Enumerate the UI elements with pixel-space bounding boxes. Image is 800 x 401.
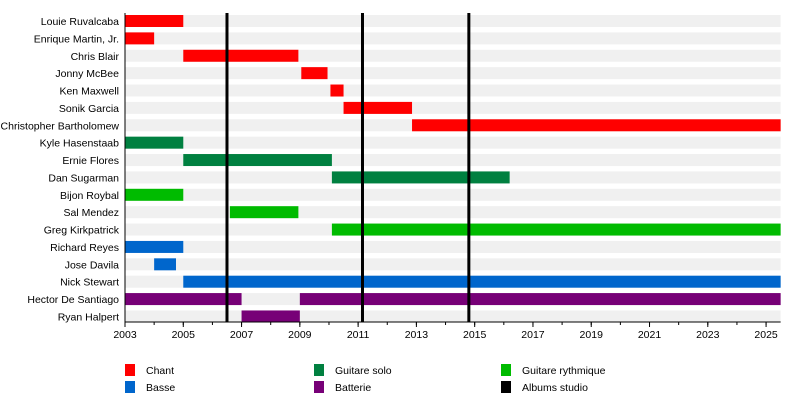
member-label: Kyle Hasenstaab (40, 138, 120, 150)
member-bar-chant (125, 15, 184, 27)
member-bar-guitare_rythmique (331, 223, 781, 236)
member-label: Nick Stewart (60, 277, 119, 289)
x-tick-label: 2013 (405, 329, 429, 341)
member-label: Louie Ruvalcaba (41, 16, 119, 28)
x-tick-label: 2003 (113, 329, 137, 341)
member-label: Jonny McBee (55, 68, 119, 80)
member-bar-guitare_solo (183, 154, 332, 167)
member-labels: Louie Ruvalcaba Enrique Martin, Jr. Chris … (1, 16, 120, 323)
member-label: Richard Reyes (50, 242, 119, 254)
member-label: Bijon Roybal (60, 190, 119, 202)
legend: Chant Guitare solo Guitare rythmique Basse B… (125, 364, 606, 394)
member-label: Dan Sugarman (48, 172, 119, 184)
legend-label: Basse (146, 382, 175, 394)
member-bar-batterie (241, 310, 300, 323)
legend-swatch-basse (125, 381, 135, 393)
member-bar-guitare_rythmique (229, 206, 299, 219)
member-bar-batterie (299, 293, 781, 306)
x-tick-label: 2015 (463, 329, 487, 341)
x-tick-label: 2021 (638, 329, 662, 341)
legend-label: Guitare rythmique (522, 365, 606, 377)
x-tick-label: 2011 (347, 329, 370, 341)
member-bar-chant (183, 49, 299, 62)
member-bar-chant (330, 84, 344, 97)
row-background (125, 258, 781, 271)
x-axis: 2003 2005 2007 2009 2011 2013 2015 2017 2019 2021… (113, 13, 781, 341)
x-tick-label: 2007 (230, 329, 254, 341)
member-label: Ken Maxwell (59, 86, 119, 98)
row-background (125, 84, 781, 97)
row-background (125, 32, 781, 45)
album-lines (225, 13, 471, 322)
member-bar-guitare_solo (331, 171, 510, 184)
member-label: Chris Blair (71, 51, 120, 63)
member-label: Jose Davila (65, 259, 119, 271)
member-bar-chant (412, 119, 781, 132)
member-bar-chant (343, 101, 413, 114)
legend-label: Albums studio (522, 382, 588, 394)
x-tick-label: 2025 (754, 329, 778, 341)
legend-swatch-albums (501, 381, 511, 393)
member-bar-batterie (125, 293, 242, 306)
row-background (125, 188, 781, 201)
member-bar-basse (154, 258, 176, 271)
member-bar-chant (301, 67, 328, 80)
member-label: Enrique Martin, Jr. (34, 33, 119, 45)
row-background (125, 101, 781, 114)
member-label: Ryan Halpert (58, 311, 119, 323)
member-bars (125, 15, 781, 323)
legend-swatch-guitare_solo (314, 364, 324, 376)
row-background (125, 15, 781, 27)
x-tick-label: 2019 (580, 329, 604, 341)
member-bar-guitare_solo (125, 136, 184, 149)
legend-swatch-chant (125, 364, 135, 376)
x-tick-label: 2005 (172, 329, 196, 341)
row-background (125, 136, 781, 149)
member-bar-basse (125, 240, 184, 253)
member-bar-chant (125, 32, 155, 45)
member-label: Sal Mendez (64, 207, 119, 219)
legend-swatch-batterie (314, 381, 324, 393)
row-background (125, 206, 781, 219)
row-background (125, 240, 781, 253)
legend-label: Batterie (335, 382, 371, 394)
member-label: Sonik Garcia (59, 103, 119, 115)
member-bar-basse (183, 275, 781, 288)
row-background (125, 310, 781, 323)
legend-swatch-guitare_rythmique (501, 364, 511, 376)
member-label: Greg Kirkpatrick (44, 225, 120, 237)
legend-label: Chant (146, 365, 174, 377)
member-label: Hector De Santiago (27, 294, 119, 306)
x-tick-label: 2017 (521, 329, 545, 341)
row-background (125, 67, 781, 80)
x-tick-label: 2023 (696, 329, 720, 341)
member-label: Ernie Flores (62, 155, 119, 167)
member-label: Christopher Bartholomew (1, 120, 120, 132)
member-bar-guitare_rythmique (125, 188, 184, 201)
x-tick-label: 2009 (288, 329, 312, 341)
legend-label: Guitare solo (335, 365, 392, 377)
